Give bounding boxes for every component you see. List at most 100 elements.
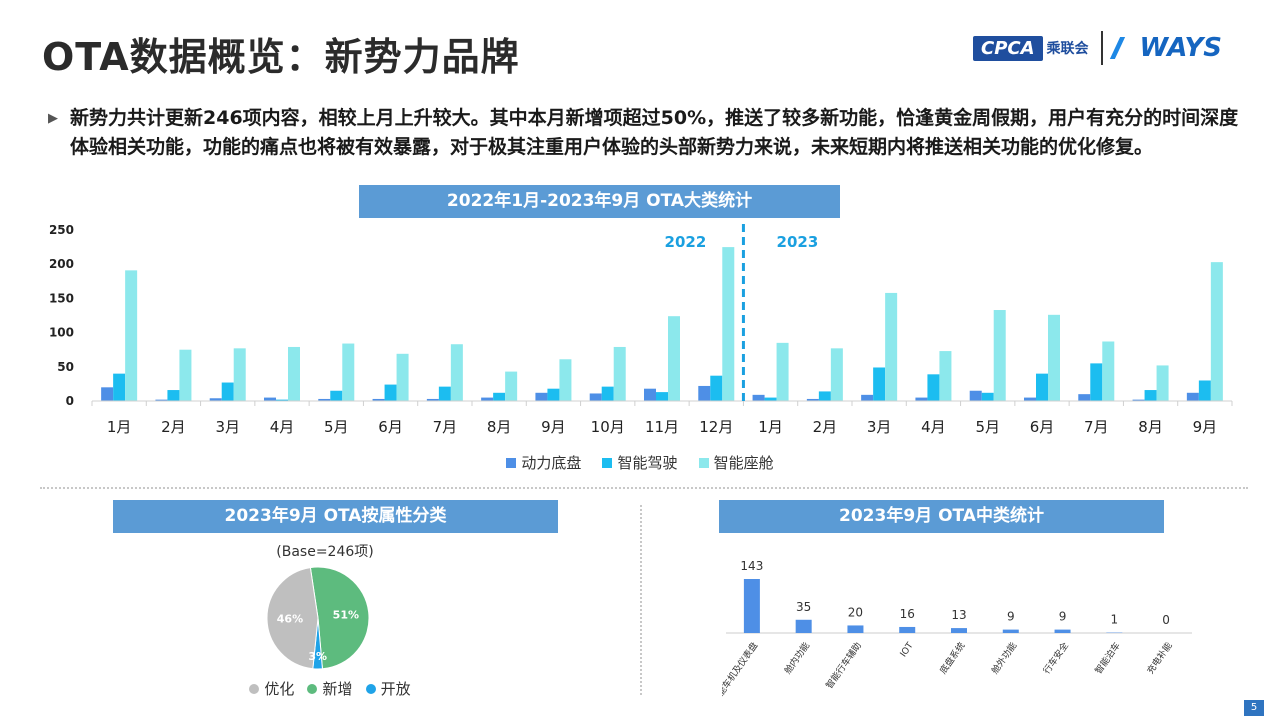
- x-tick-label: 5月: [324, 418, 349, 436]
- pie-label-new: 51%: [333, 609, 359, 622]
- x-tick-label: 9月: [541, 418, 566, 436]
- x-tick-label: 8月: [487, 418, 512, 436]
- bar-cockpit: [885, 292, 898, 401]
- y-tick-label: 50: [57, 360, 74, 374]
- x-tick-label: 3月: [215, 418, 240, 436]
- bar-adas: [710, 375, 723, 401]
- main-chart-legend: 动力底盘 智能驾驶 智能座舱: [0, 452, 1280, 473]
- bar-powertrain: [426, 398, 439, 401]
- bar-cockpit: [396, 353, 409, 401]
- pie-slices: [266, 566, 370, 670]
- bar-powertrain: [481, 397, 494, 401]
- main-bar-chart: 0 50 100 150 200 250 1月 2月 3月 4月 5月 6月 7月 8月 9月 10月 11月…: [49, 223, 1233, 436]
- ways-logo: WAYS: [1109, 33, 1222, 63]
- bar-cockpit: [288, 346, 300, 401]
- year-divider: 2022 2023: [665, 224, 819, 401]
- mid-bar: [847, 625, 864, 633]
- mid-category-label: IOT: [899, 641, 916, 660]
- mid-data-label: 13: [951, 608, 966, 622]
- y-tick-label: 100: [49, 326, 74, 340]
- pie-label-optimize: 46%: [277, 613, 303, 626]
- bar-adas: [818, 391, 831, 401]
- year-label-2023: 2023: [777, 233, 819, 251]
- bar-adas: [981, 392, 994, 401]
- mid-category-label: 底盘系统: [937, 640, 967, 676]
- bar-cockpit: [1156, 365, 1169, 401]
- bar-cockpit: [342, 343, 355, 401]
- y-tick-label: 150: [49, 291, 74, 305]
- ways-logo-text: WAYS: [1139, 33, 1222, 63]
- mid-category-label: 舱内功能: [782, 640, 812, 676]
- main-chart-y-axis: 0 50 100 150 200 250: [49, 223, 74, 408]
- x-tick-label: 10月: [591, 418, 625, 436]
- x-tick-label: 11月: [645, 418, 679, 436]
- bar-cockpit: [450, 344, 463, 401]
- bar-adas: [438, 386, 451, 401]
- pie-legend: 优化 新增 开放: [230, 678, 430, 699]
- bar-adas: [330, 390, 343, 401]
- bar-adas: [1198, 380, 1211, 401]
- x-tick-label: 6月: [378, 418, 403, 436]
- bar-cockpit: [233, 348, 246, 401]
- mid-data-label: 16: [900, 607, 915, 621]
- bar-cockpit: [722, 247, 735, 401]
- bar-cockpit: [125, 270, 138, 401]
- legend-swatch-new: [307, 683, 318, 694]
- page-title: OTA数据概览：新势力品牌: [42, 35, 520, 79]
- x-tick-label: 2月: [813, 418, 838, 436]
- bar-cockpit: [613, 346, 626, 401]
- bar-powertrain: [101, 387, 114, 401]
- logo-divider: [1100, 31, 1103, 65]
- page-number: 5: [1244, 700, 1264, 716]
- mid-chart-bars: 143 智能车机及仪表盘 35 舱内功能 20 智能行车辅助 16 IOT 13 底盘系统 9 舱外功…: [722, 559, 1192, 706]
- mid-data-label: 1: [1111, 613, 1119, 627]
- logo-area: CPCA 乘联会 WAYS: [973, 26, 1222, 70]
- bar-powertrain: [1024, 397, 1036, 401]
- legend-label: 新增: [322, 680, 353, 698]
- bar-adas: [601, 386, 614, 401]
- ways-logo-icon: [1109, 37, 1139, 59]
- mid-category-label: 智能行车辅助: [823, 640, 864, 691]
- bar-powertrain: [589, 393, 602, 401]
- x-tick-label: 1月: [758, 418, 783, 436]
- x-tick-label: 8月: [1138, 418, 1163, 436]
- bar-adas: [276, 399, 288, 401]
- x-tick-label: 2月: [161, 418, 186, 436]
- x-tick-label: 3月: [867, 418, 892, 436]
- bar-powertrain: [372, 398, 385, 401]
- bar-cockpit: [668, 316, 680, 401]
- bar-cockpit: [993, 310, 1006, 401]
- bar-powertrain: [1186, 392, 1199, 401]
- legend-swatch-adas: [602, 457, 613, 468]
- legend-item-optimize: 优化: [249, 678, 294, 699]
- pie-chart-title: 2023年9月 OTA按属性分类: [113, 500, 558, 533]
- bar-adas: [384, 384, 397, 401]
- bar-powertrain: [1078, 394, 1091, 401]
- x-tick-label: 9月: [1193, 418, 1218, 436]
- main-chart-title: 2022年1月-2023年9月 OTA大类统计: [359, 185, 840, 218]
- pie-slice-optimize: [266, 567, 319, 670]
- x-tick-label: 1月: [107, 418, 132, 436]
- pie-chart-subtitle: (Base=246项): [276, 544, 374, 560]
- bar-adas: [167, 390, 180, 401]
- bar-cockpit: [179, 349, 192, 401]
- legend-label: 优化: [264, 680, 295, 698]
- bar-adas: [1090, 363, 1103, 401]
- mid-category-label: 充电补能: [1144, 640, 1174, 676]
- bar-powertrain: [752, 394, 765, 401]
- mid-category-bar-chart: 143 智能车机及仪表盘 35 舱内功能 20 智能行车辅助 16 IOT 13 底盘系统 9 舱外功…: [722, 559, 1192, 706]
- bar-adas: [113, 373, 126, 401]
- bar-cockpit: [939, 351, 952, 401]
- pie-labels: 46% 51% 3%: [277, 609, 359, 664]
- pie-label-open: 3%: [308, 650, 327, 663]
- bar-adas: [927, 374, 940, 401]
- mid-bar: [795, 619, 812, 633]
- bar-cockpit: [1210, 262, 1223, 401]
- bar-cockpit: [830, 348, 843, 401]
- legend-label: 开放: [380, 680, 411, 698]
- x-tick-label: 7月: [433, 418, 458, 436]
- legend-swatch-cockpit: [698, 457, 709, 468]
- legend-swatch-open: [365, 683, 376, 694]
- bar-adas: [764, 397, 777, 401]
- legend-item-adas: 智能驾驶: [602, 452, 678, 473]
